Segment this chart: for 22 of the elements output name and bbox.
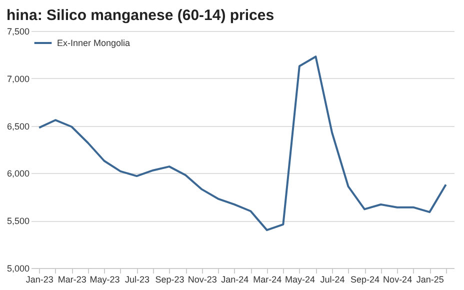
x-tick-label: Jul-24 [320, 274, 345, 284]
x-tick-label: Mar-24 [253, 274, 282, 284]
y-tick-label: 7,000 [6, 74, 30, 84]
x-tick-label: Sep-24 [350, 274, 380, 284]
x-tick-label: Jan-23 [26, 274, 54, 284]
y-tick-label: 7,500 [6, 26, 30, 36]
x-tick-label: Mar-23 [58, 274, 86, 284]
x-tick-label: Sep-23 [155, 274, 184, 284]
x-tick-label: Jul-23 [124, 274, 150, 284]
x-tick-label: Nov-24 [383, 274, 412, 284]
x-tick-label: Jan-25 [416, 274, 444, 284]
x-tick-label: Jan-24 [221, 274, 249, 284]
x-tick-label: May-23 [90, 274, 120, 284]
y-tick-label: 5,000 [6, 264, 30, 274]
x-tick-label: Nov-23 [188, 274, 217, 284]
y-tick-label: 6,000 [6, 168, 30, 179]
y-tick-label: 5,500 [6, 216, 30, 226]
x-tick-label: May-24 [284, 274, 315, 284]
legend-label: Ex-Inner Mongolia [57, 38, 130, 48]
chart-title: hina: Silico manganese (60-14) prices [6, 7, 274, 24]
y-tick-label: 6,500 [6, 121, 30, 132]
line-series [38, 56, 447, 232]
